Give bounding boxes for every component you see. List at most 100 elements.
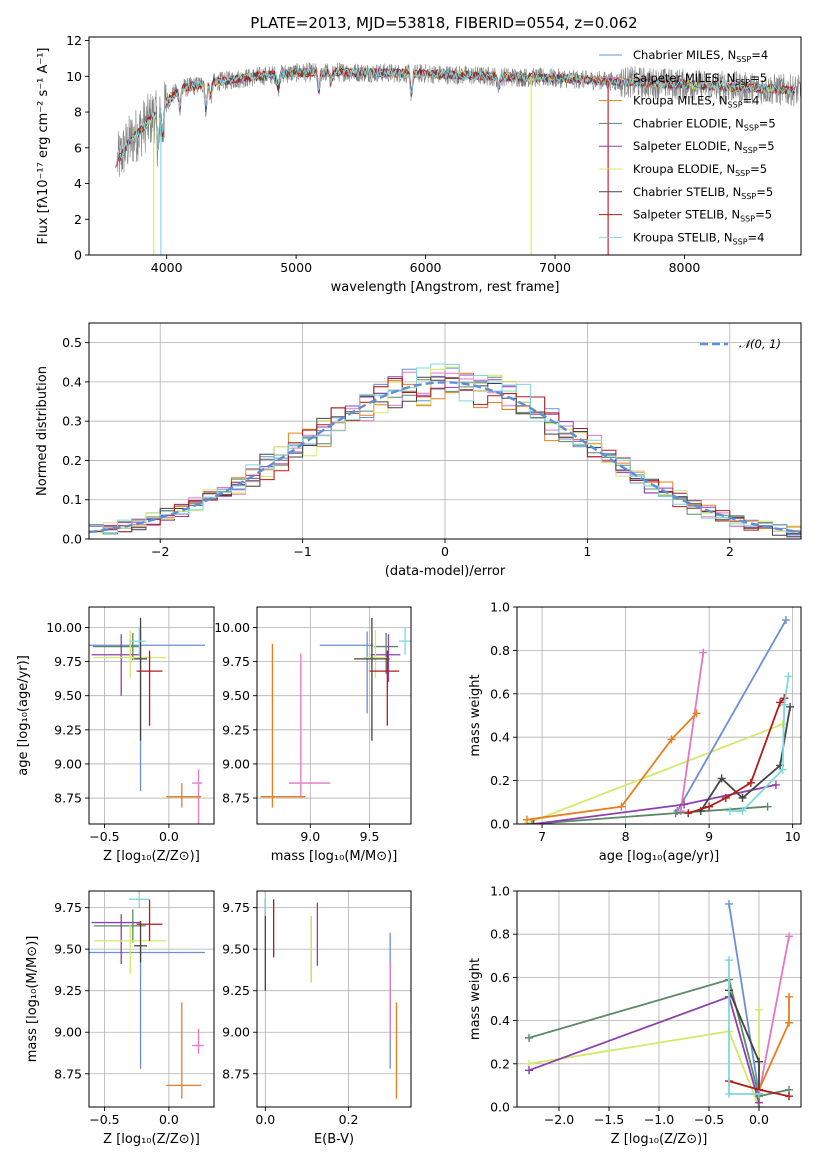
y-tick-label: 0.4 [62,374,82,389]
axes-frame [516,606,802,825]
y-tick-label: 1.0 [490,600,510,615]
weight-marker [725,956,733,965]
weight-line [525,723,783,824]
y-tick-label: 9.50 [222,942,250,957]
weight-marker [763,802,772,811]
weight-marker [755,1090,763,1099]
errorbar-point [192,769,203,824]
y-tick-label: 9.00 [54,756,82,771]
y-tick-label: 9.75 [222,654,250,669]
y-tick-label: 8.75 [222,1066,250,1081]
histogram-step [89,374,801,537]
weight-line [676,619,787,812]
errorbar-point [166,1002,202,1099]
legend-label-sub: SSP [744,123,759,132]
y-tick-label: 9.25 [222,722,250,737]
weight-marker [667,735,676,744]
normal-curve [89,381,801,534]
legend-label: Salpeter STELIB, NSSP=5 [633,208,772,224]
x-tick-label: 0.2 [339,1112,359,1127]
y-tick-label: 9.50 [222,688,250,703]
x-tick-label: 7 [538,829,546,844]
axes-frame [88,606,215,825]
plot-area [260,617,411,808]
x-tick-label: −1.5 [594,1112,624,1127]
weight-marker [746,778,755,787]
errorbar-point [128,891,150,908]
x-tick-label: 2 [726,544,734,559]
weight-line [758,936,790,1095]
weight-marker [692,709,701,718]
errorbar-point [92,632,140,661]
weight-marker [785,932,793,941]
x-tick-label: 6000 [410,260,442,275]
histogram-step [89,366,801,533]
panel-mass_vs_z: −0.5 0.0 8.75 9.00 9.25 9.50 9.75 Z [log₁₀(Z/Z⊙… [25,890,215,1147]
x-axis-label: Z [log₁₀(Z/Z⊙)] [103,1132,200,1147]
y-tick-label: 0.2 [62,453,82,468]
y-tick-label: 6 [74,140,82,155]
legend-label-tail: =4 [748,230,765,244]
plot-area [114,61,801,255]
x-tick-label: −0.5 [694,1112,724,1127]
x-tick-label: −0.5 [89,1112,119,1127]
weight-marker [771,780,780,789]
weight-marker [785,1018,793,1027]
axes-frame [88,890,215,1108]
legend-label-tail: =5 [756,185,773,199]
y-tick-label: 0.0 [490,817,510,832]
legend-label-main: Kroupa MILES, N [633,94,728,108]
histogram-step [89,363,801,533]
axes-frame [256,890,412,1108]
y-tick-label: 9.50 [54,688,82,703]
weight-marker [785,992,793,1001]
plot-area [89,891,205,1099]
x-tick-label: 8000 [669,260,701,275]
y-axis-label: mass [log₁₀(M/M⊙)] [25,936,40,1063]
y-tick-label: 9.75 [54,654,82,669]
y-tick-label: 9.00 [222,756,250,771]
weight-marker [721,793,730,802]
legend-label-main: Salpeter STELIB, N [633,208,740,222]
y-tick-label: 0.8 [490,927,510,942]
weight-marker [680,800,689,809]
weight-line [728,903,760,1095]
legend-label-main: Kroupa ELODIE, N [633,162,735,176]
y-tick-label: 8 [74,105,82,120]
weight-marker [786,702,795,711]
weight-marker [738,793,747,802]
legend-label-sub: SSP [741,192,756,201]
legend-label: Kroupa STELIB, NSSP=4 [633,230,764,246]
panel-mass_vs_ebv: 0.0 0.2 8.75 9.00 9.25 9.50 9.75 E(B-V) [222,890,412,1147]
legend-label-main: Chabrier STELIB, N [633,185,741,199]
x-axis-label: E(B-V) [314,1132,354,1147]
y-tick-label: 0.3 [62,414,82,429]
weight-line [679,652,705,812]
x-tick-label: 9.0 [300,829,320,844]
weight-marker [617,802,626,811]
y-tick-label: 0.1 [62,492,82,507]
x-tick-label: 8 [622,829,630,844]
errorbar-point [192,1028,204,1054]
weight-marker [780,700,789,709]
x-axis-label: wavelength [Angstrom, rest frame] [331,280,560,295]
x-tick-label: 0.0 [749,1112,769,1127]
weight-line [526,712,698,821]
errorbar-point [166,783,202,808]
errorbar-point [374,632,398,674]
legend-label-tail: =5 [755,208,772,222]
weight-marker [755,1005,763,1014]
legend-label-main: Salpeter MILES, N [633,71,735,85]
legend-label: Chabrier MILES, NSSP=4 [633,48,768,64]
weight-marker [671,809,680,818]
errorbar-point [128,627,146,655]
x-axis-label: mass [log₁₀(M/M⊙)] [271,849,398,864]
plot-area [89,363,801,538]
errorbar-point [134,617,147,741]
weight-line [528,995,760,1103]
weight-marker [725,1090,733,1099]
x-tick-label: 0.0 [159,1112,179,1127]
weight-marker [699,648,708,657]
weight-marker [725,899,733,908]
panel-age_vs_z: −0.5 0.0 8.75 9.00 9.25 9.50 9.75 10.00 Z [log₁₀… [16,606,215,864]
